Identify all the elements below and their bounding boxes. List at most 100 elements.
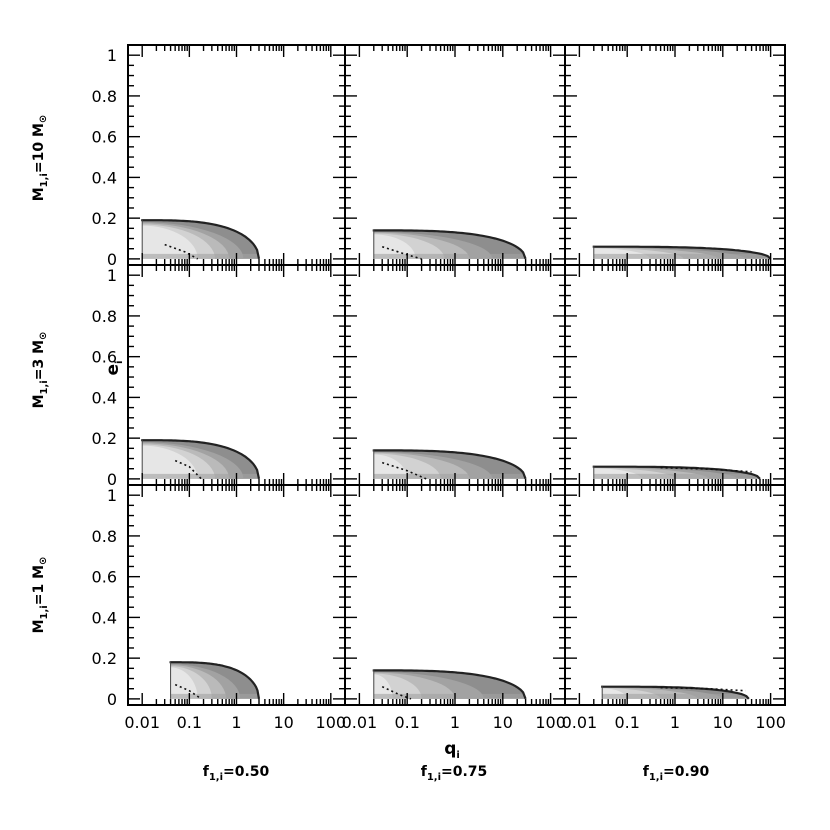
x-tick-label: 10 xyxy=(273,713,293,732)
column-label-left: f1,i=0.50 xyxy=(203,764,270,783)
y-tick-label: 0.2 xyxy=(92,429,117,448)
y-axis-title: ei xyxy=(103,361,125,376)
x-tick-label: 0.01 xyxy=(124,713,160,732)
boundary-line xyxy=(601,685,750,700)
y-tick-label: 0.8 xyxy=(92,527,117,546)
boundary-line xyxy=(141,219,261,260)
grey-level-1 xyxy=(373,453,441,479)
panel-1-2 xyxy=(592,465,761,480)
column-label-middle: f1,i=0.75 xyxy=(421,764,488,783)
grey-level-0 xyxy=(142,445,198,479)
boundary-line xyxy=(372,229,527,260)
x-tick-label: 10 xyxy=(493,713,513,732)
dotted-curve xyxy=(174,683,202,700)
frame-layer: 00.20.40.60.8100.20.40.60.8100.20.40.60.… xyxy=(92,44,786,732)
y-axis-title-sub: i xyxy=(114,361,125,364)
grey-level-1 xyxy=(602,688,661,699)
y-tick-label: 0.2 xyxy=(92,649,117,668)
y-tick-label: 0.4 xyxy=(92,168,117,187)
column-label-right-pre: f xyxy=(643,764,650,780)
y-tick-label: 0.6 xyxy=(92,128,117,147)
grey-strip xyxy=(142,253,259,259)
y-tick-label: 0.4 xyxy=(92,388,117,407)
dotted-curve xyxy=(381,461,427,480)
panel-1-0 xyxy=(141,439,261,480)
y-tick-label: 0.2 xyxy=(92,209,117,228)
x-tick-label: 1 xyxy=(670,713,680,732)
y-tick-label: 0.6 xyxy=(92,568,117,587)
x-tick-label: 100 xyxy=(755,713,786,732)
x-tick-label: 1 xyxy=(231,713,241,732)
y-tick-label: 0 xyxy=(107,470,117,489)
boundary-line xyxy=(169,661,261,700)
grey-level-0 xyxy=(373,454,408,479)
y-tick-label: 0.8 xyxy=(92,87,117,106)
grey-level-0 xyxy=(373,234,416,259)
x-tick-label: 0.1 xyxy=(394,713,419,732)
y-tick-label: 0.4 xyxy=(92,608,117,627)
grey-level-1 xyxy=(373,673,422,699)
y-tick-label: 1 xyxy=(107,486,117,505)
y-tick-label: 0 xyxy=(107,690,117,709)
dotted-curve xyxy=(174,459,202,480)
y-tick-label: 1 xyxy=(107,266,117,285)
panel-0-2 xyxy=(592,245,772,260)
grey-strip xyxy=(373,693,526,699)
x-tick-label: 0.01 xyxy=(562,713,598,732)
shaded-region xyxy=(142,220,259,259)
boundary-line xyxy=(592,245,772,260)
dotted-curve xyxy=(660,466,752,473)
row-label-middle-sub: 1,i xyxy=(39,380,50,394)
x-axis-title: qi xyxy=(444,739,460,761)
shaded-region xyxy=(593,246,771,259)
row-label-bottom-post: =1 M xyxy=(31,565,47,605)
x-tick-label: 0.1 xyxy=(614,713,639,732)
panel-1-1 xyxy=(372,449,527,480)
shaded-region xyxy=(142,440,259,479)
panel-0-0 xyxy=(141,219,261,260)
y-tick-label: 0.6 xyxy=(92,348,117,367)
x-tick-label: 10 xyxy=(713,713,733,732)
column-label-left-post: =0.50 xyxy=(223,764,270,780)
x-tick-label: 1 xyxy=(450,713,460,732)
grey-level-0 xyxy=(593,248,651,259)
grey-strip xyxy=(593,473,760,479)
column-label-right: f1,i=0.90 xyxy=(643,764,710,783)
row-label-top-pre: M xyxy=(31,187,47,201)
dotted-curve xyxy=(381,685,412,700)
row-label-top-post: =10 M xyxy=(31,123,47,173)
x-tick-label: 100 xyxy=(535,713,566,732)
row-label-bottom-sun: ⊙ xyxy=(38,557,49,565)
panel-0-1 xyxy=(372,229,527,260)
panels-layer xyxy=(141,219,772,700)
column-label-middle-post: =0.75 xyxy=(441,764,487,780)
row-label-middle-post: =3 M xyxy=(31,340,47,380)
grey-strip xyxy=(373,253,526,259)
row-label-middle-sun: ⊙ xyxy=(38,332,49,340)
y-tick-label: 0 xyxy=(107,250,117,269)
grey-level-0 xyxy=(142,225,198,259)
column-label-right-post: =0.90 xyxy=(663,764,710,780)
column-label-middle-sub: 1,i xyxy=(427,772,441,783)
y-tick-label: 1 xyxy=(107,46,117,65)
x-tick-label: 0.01 xyxy=(342,713,378,732)
x-tick-label: 0.1 xyxy=(177,713,202,732)
dotted-curve xyxy=(164,243,199,260)
grey-level-0 xyxy=(602,688,628,699)
boundary-line xyxy=(141,439,261,480)
panel-frame xyxy=(564,44,786,266)
row-label-top-sun: ⊙ xyxy=(38,115,49,123)
row-label-middle: M1,i=3 M⊙ xyxy=(31,332,50,409)
grey-strip xyxy=(170,693,259,699)
row-label-bottom-pre: M xyxy=(31,619,47,633)
x-tick-label: 100 xyxy=(316,713,347,732)
column-label-left-pre: f xyxy=(203,764,210,780)
row-label-bottom: M1,i=1 M⊙ xyxy=(31,557,50,634)
row-label-top: M1,i=10 M⊙ xyxy=(31,115,50,202)
y-tick-label: 0.8 xyxy=(92,307,117,326)
x-axis-title-sub: i xyxy=(456,750,459,761)
boundary-line xyxy=(372,669,527,700)
grey-strip xyxy=(373,473,526,479)
panel-frame xyxy=(564,484,786,706)
